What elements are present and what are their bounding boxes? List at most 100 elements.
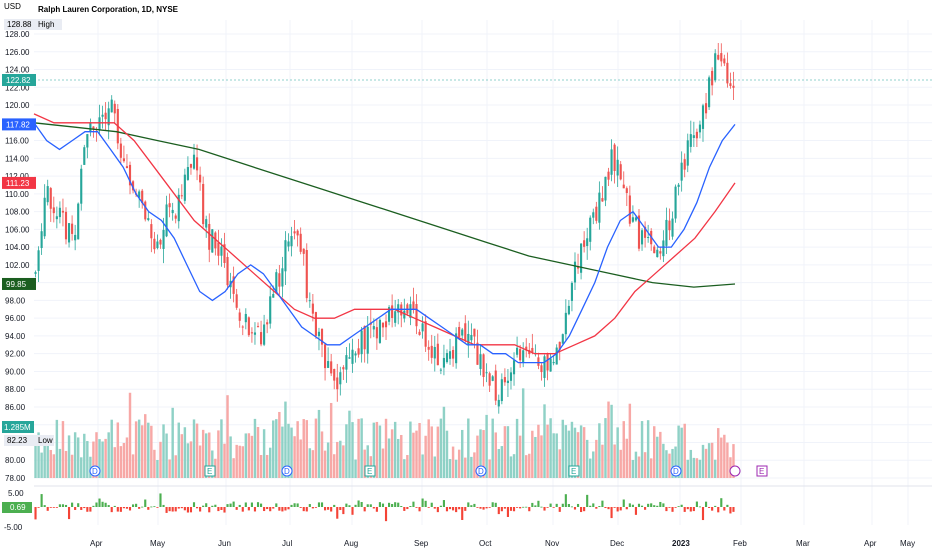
volume-bar [204, 433, 208, 478]
oscillator-bar [317, 502, 321, 507]
oscillator-bar [458, 507, 461, 510]
candle-body [299, 233, 302, 252]
candle-body [619, 164, 622, 180]
oscillator-bar [205, 503, 208, 507]
low-label: Low [38, 436, 53, 445]
volume-bar [305, 420, 308, 478]
candle-body [89, 122, 92, 132]
oscillator-bar [689, 507, 692, 512]
volume-bar [183, 427, 187, 478]
volume-bar [674, 446, 677, 478]
candle-body [522, 350, 525, 363]
volume-bar [430, 426, 433, 478]
candle-body [519, 348, 522, 361]
oscillator-bar [586, 494, 589, 507]
oscillator-bar [287, 507, 290, 510]
oscillator-bar [159, 493, 162, 507]
price-tick-label: 110.00 [5, 190, 29, 199]
volume-bar [323, 450, 327, 478]
candle-body [199, 174, 202, 183]
volume-bar [147, 422, 150, 478]
oscillator-bar [37, 507, 40, 508]
oscillator-bar [388, 502, 391, 507]
oscillator-bar [144, 499, 147, 507]
candle-body [525, 346, 528, 351]
oscillator-bar [83, 507, 86, 509]
volume-bar [579, 425, 583, 478]
oscillator-bar [330, 507, 333, 512]
volume-bar [662, 443, 665, 478]
volume-bar [265, 454, 269, 478]
volume-bar [198, 445, 202, 478]
candle-body [543, 356, 546, 378]
event-label: E [571, 467, 576, 476]
volume-bar [299, 439, 302, 478]
volume-bar [119, 446, 123, 478]
volume-bar [357, 418, 360, 478]
candle-body [71, 223, 74, 234]
volume-bar [418, 423, 421, 478]
oscillator-bar [488, 507, 491, 508]
candle-body [516, 347, 519, 355]
dividend-marker [281, 465, 293, 477]
oscillator-bar [494, 502, 497, 507]
oscillator-bar [372, 507, 375, 509]
volume-bar [171, 407, 174, 478]
volume-bar [470, 456, 473, 478]
volume-bar [174, 455, 177, 478]
candle-body [275, 272, 278, 292]
volume-bar [479, 429, 482, 478]
oscillator-bar [698, 506, 702, 508]
oscillator-bar [708, 507, 711, 508]
candle-body [656, 249, 659, 258]
oscillator-bar [439, 505, 442, 507]
candle-body [226, 256, 229, 286]
volume-bar [253, 418, 257, 478]
volume-bar [73, 432, 77, 478]
oscillator-bar [522, 506, 525, 508]
oscillator-bar [448, 507, 452, 510]
candle-body [305, 249, 308, 299]
oscillator-bar [58, 504, 61, 507]
oscillator-bar [290, 504, 293, 507]
volume-bar [259, 454, 263, 478]
volume-bar [92, 441, 95, 478]
candle-body [549, 358, 552, 372]
volume-bar [208, 432, 211, 478]
oscillator-bar [357, 500, 360, 507]
candle-body [34, 272, 37, 274]
volume-bar [692, 457, 696, 478]
candle-body [561, 334, 564, 344]
osc-current-badge [2, 502, 32, 513]
candle-body [43, 197, 46, 237]
oscillator-bar [418, 507, 421, 512]
volume-bar [549, 418, 552, 478]
volume-bar [689, 449, 693, 478]
candle-body [46, 186, 49, 203]
oscillator-bar [95, 502, 98, 507]
oscillator-bar [186, 507, 189, 513]
volume-bar [552, 433, 555, 478]
oscillator-bar [589, 505, 592, 507]
oscillator-bar [314, 507, 317, 508]
price-badges: 122.82 117.82 111.23 99.85 1.285M [2, 73, 932, 433]
volume-bar [582, 427, 586, 478]
candle-body [479, 354, 482, 369]
candle-body [378, 319, 381, 343]
price-badge-value: 111.23 [6, 179, 30, 188]
oscillator-bar [77, 503, 80, 507]
oscillator-bar [394, 502, 397, 507]
volume-bar [40, 452, 43, 478]
candle-body [695, 131, 698, 139]
volume-bar [649, 458, 653, 478]
volume-bar [326, 442, 330, 478]
oscillator-bar [141, 506, 144, 508]
oscillator-bar [412, 501, 415, 507]
oscillator-bar [500, 507, 503, 512]
oscillator-bar [244, 502, 247, 507]
oscillator-bar [80, 507, 83, 510]
candle-body [473, 328, 476, 337]
event-label: D [478, 467, 484, 476]
volume-bar [500, 446, 504, 478]
